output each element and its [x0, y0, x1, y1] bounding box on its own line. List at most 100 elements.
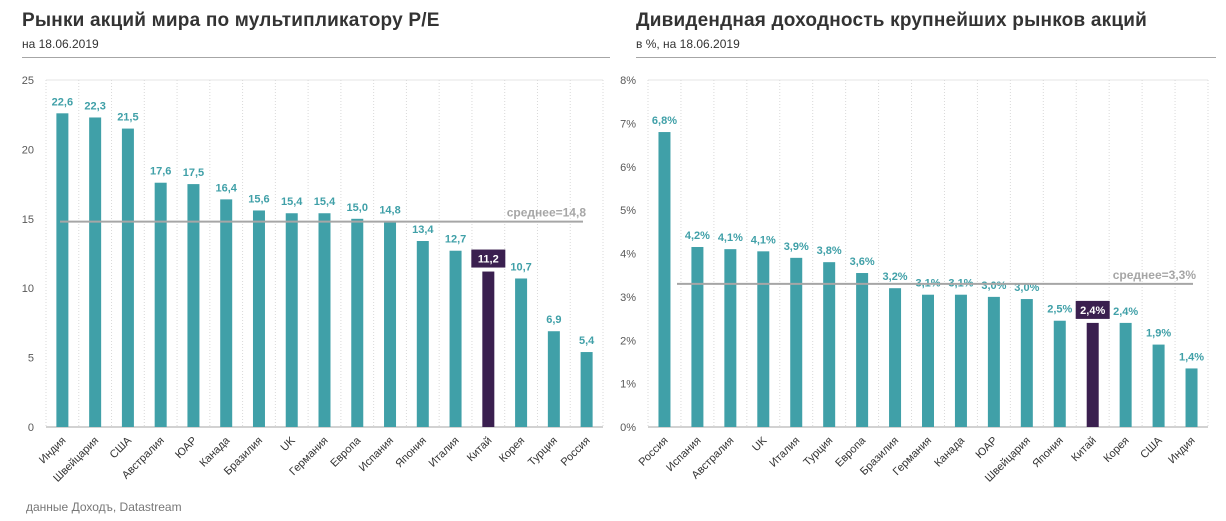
chart1-xtick-label: Япония — [393, 435, 429, 471]
chart2-data-label: 4,1% — [751, 234, 776, 246]
chart1-bar — [515, 278, 528, 427]
chart1-xtick-label: Испания — [357, 435, 396, 474]
chart2-data-label: 3,0% — [981, 280, 1006, 292]
chart2-data-label: 4,1% — [718, 232, 743, 244]
chart1-bar — [449, 250, 462, 427]
chart1-data-label: 22,6 — [52, 96, 73, 108]
chart2-data-label: 1,9% — [1146, 328, 1171, 340]
chart1-bar — [89, 117, 102, 427]
chart1-data-label: 11,2 — [478, 254, 499, 266]
chart2-bar — [954, 294, 967, 427]
chart2-bar — [856, 273, 869, 427]
chart1-bar — [252, 210, 265, 427]
chart2-xtick-label: Италия — [767, 435, 802, 470]
chart2-bar — [757, 251, 770, 427]
chart1-data-label: 14,8 — [379, 205, 400, 217]
chart1-divider — [22, 57, 610, 58]
chart1-ytick-label: 10 — [22, 283, 34, 295]
chart2-bar — [1152, 344, 1165, 427]
chart1-data-label: 5,4 — [579, 335, 595, 347]
chart1-ytick-label: 15 — [22, 214, 34, 226]
chart1-bar — [187, 184, 200, 427]
chart1-bar — [56, 113, 69, 427]
chart1-data-label: 17,5 — [183, 167, 204, 179]
chart1-xtick-label: ЮАР — [173, 435, 199, 461]
chart2-ytick-label: 5% — [620, 205, 636, 217]
chart1-xtick-label: Индия — [37, 435, 68, 466]
chart1-xtick-label: Корея — [497, 435, 527, 465]
chart1-xtick-label: Китай — [465, 435, 495, 465]
chart2-xtick-label: UK — [750, 434, 770, 454]
chart1-bar — [482, 271, 495, 427]
chart2-data-label: 2,4% — [1080, 305, 1105, 317]
chart2-bar — [658, 132, 671, 428]
chart2-bar — [1053, 320, 1066, 427]
chart2-data-label: 2,4% — [1113, 306, 1138, 318]
chart1-bar — [580, 352, 593, 427]
chart2-ytick-label: 4% — [620, 249, 636, 261]
chart2-average-label: среднее=3,3% — [1113, 268, 1197, 282]
chart2-xtick-label: Китай — [1069, 435, 1099, 465]
chart2-bar — [790, 257, 803, 427]
chart1-data-label: 15,0 — [347, 202, 368, 214]
chart2-bar — [1185, 368, 1198, 427]
chart1-subtitle: на 18.06.2019 — [22, 37, 99, 51]
chart1-highlight-label-bg — [471, 249, 506, 268]
chart1-data-label: 15,6 — [248, 193, 269, 205]
chart2-data-label: 6,8% — [652, 115, 677, 127]
chart1-ytick-label: 5 — [28, 353, 34, 365]
chart1-data-label: 10,7 — [510, 261, 531, 273]
chart2-data-label: 3,6% — [850, 256, 875, 268]
chart2-bar — [724, 249, 737, 427]
chart2-bar — [987, 296, 1000, 427]
chart1-data-label: 21,5 — [117, 112, 138, 124]
chart1-title: Рынки акций мира по мультипликатору P/E — [22, 10, 440, 31]
chart1-average-label: среднее=14,8 — [507, 206, 587, 220]
chart1-data-label: 12,7 — [445, 234, 466, 246]
chart1-bar — [416, 241, 429, 427]
chart1-bar — [220, 199, 233, 427]
chart2-data-label: 3,0% — [1014, 282, 1039, 294]
chart1-bar — [154, 182, 167, 427]
chart1-bar — [384, 221, 397, 427]
chart2-highlight-label-bg — [1075, 300, 1110, 319]
chart2-ytick-label: 3% — [620, 292, 636, 304]
chart2-xtick-label: Корея — [1102, 435, 1132, 465]
chart2-data-label: 3,8% — [817, 245, 842, 257]
chart2-data-label: 4,2% — [685, 230, 710, 242]
chart2-xtick-label: Индия — [1166, 435, 1197, 466]
chart1-xtick-label: Россия — [559, 435, 593, 469]
chart1-data-label: 16,4 — [215, 182, 237, 194]
chart1-data-label: 22,3 — [84, 100, 105, 112]
chart1-xtick-label: UK — [279, 434, 299, 454]
chart1-ytick-label: 0 — [28, 422, 34, 434]
chart2-bar — [889, 288, 902, 427]
chart2-data-label: 1,4% — [1179, 351, 1204, 363]
chart1-data-label: 15,4 — [314, 196, 336, 208]
chart2-data-label: 3,9% — [784, 241, 809, 253]
chart2-ytick-label: 0% — [620, 422, 636, 434]
chart1-data-label: 6,9 — [546, 314, 561, 326]
chart2-xtick-label: Турция — [801, 435, 835, 469]
chart2-bar — [1020, 299, 1033, 427]
source-note: данные Доходъ, Datastream — [26, 500, 182, 514]
chart1-bar — [351, 218, 364, 427]
chart2-xtick-label: Канада — [932, 434, 967, 469]
chart2-ytick-label: 1% — [620, 379, 636, 391]
chart2-xtick-label: США — [1138, 434, 1165, 461]
chart2-ytick-label: 8% — [620, 75, 636, 87]
chart1-bar — [547, 331, 560, 427]
chart2-xtick-label: Япония — [1030, 435, 1066, 471]
chart2-ytick-label: 7% — [620, 118, 636, 130]
chart2-bar — [1119, 322, 1132, 427]
chart1-bar — [318, 213, 331, 427]
chart2-ytick-label: 6% — [620, 162, 636, 174]
chart1-ytick-label: 25 — [22, 75, 34, 87]
chart1-data-label: 15,4 — [281, 196, 303, 208]
chart2-ytick-label: 2% — [620, 335, 636, 347]
chart2-subtitle: в %, на 18.06.2019 — [636, 37, 740, 51]
chart1-data-label: 13,4 — [412, 224, 434, 236]
chart1-bar — [121, 128, 134, 427]
